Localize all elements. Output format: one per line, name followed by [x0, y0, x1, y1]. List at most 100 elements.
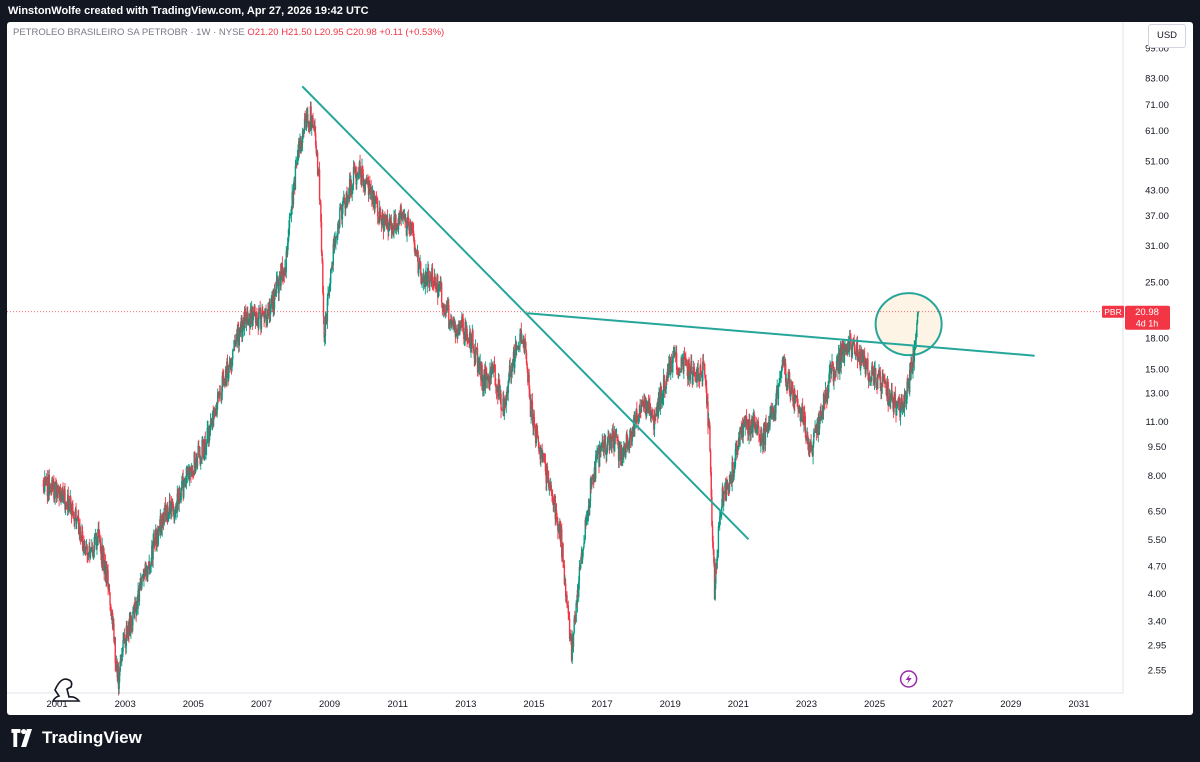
candle-body	[765, 422, 767, 431]
chart-panel[interactable]: 99.00 83.00 71.00 61.00 51.00 43.00 37.00 31.00…	[7, 22, 1193, 715]
candle-body	[704, 375, 707, 381]
candle-body	[684, 354, 686, 358]
candle-body	[150, 564, 152, 567]
candle-body	[894, 394, 897, 409]
candle-body	[204, 439, 207, 454]
candle-body	[459, 324, 461, 334]
candle-body	[463, 338, 466, 340]
candle-body	[467, 339, 470, 342]
candle-body	[860, 349, 863, 361]
candle-body	[472, 330, 474, 347]
candle-body	[718, 525, 720, 527]
candle-body	[697, 367, 699, 382]
candle-body	[259, 308, 261, 314]
candle-body	[758, 427, 760, 435]
candle-body	[890, 393, 892, 402]
candle-body	[74, 518, 76, 521]
y-tick-label: 83.00	[1145, 73, 1169, 84]
candle-body	[134, 602, 137, 609]
candle-body	[275, 280, 278, 295]
candle-body	[879, 371, 882, 389]
price-chart[interactable]: 99.00 83.00 71.00 61.00 51.00 43.00 37.00 31.00…	[7, 22, 1193, 715]
candle-body	[186, 468, 188, 476]
candle-body	[893, 398, 895, 413]
candle-body	[812, 443, 814, 457]
candle-body	[98, 529, 100, 533]
candle-body	[589, 478, 592, 502]
candle-body	[798, 405, 801, 414]
candle-body	[56, 489, 58, 497]
candle-body	[604, 435, 607, 448]
candle-body	[171, 502, 174, 505]
candle-body	[492, 368, 494, 374]
candle-body	[376, 199, 378, 200]
candle-body	[322, 262, 324, 294]
candle-body	[408, 220, 410, 231]
candle-body	[96, 536, 99, 543]
candle-body	[582, 547, 585, 551]
candle-body	[474, 347, 477, 363]
candle-body	[713, 563, 716, 600]
candle-body	[358, 161, 361, 175]
candle-body	[892, 400, 894, 402]
candle-body	[79, 534, 82, 538]
candle-body	[896, 401, 899, 409]
candle-body	[303, 118, 306, 132]
candle-body	[185, 468, 188, 485]
candle-body	[153, 537, 156, 544]
candle-body	[344, 207, 347, 209]
candle-body	[205, 447, 207, 454]
candle-body	[858, 352, 861, 359]
candle-body	[533, 417, 536, 425]
brand-name: TradingView	[42, 728, 142, 747]
candle-body	[536, 430, 538, 432]
candle-body	[503, 401, 506, 416]
candle-body	[265, 308, 267, 321]
candle-body	[640, 399, 643, 413]
candle-body	[600, 443, 603, 450]
candle-body	[454, 323, 457, 337]
candle-body	[614, 431, 616, 436]
candle-body	[702, 361, 704, 381]
candle-body	[720, 511, 722, 517]
candle-body	[694, 371, 696, 374]
candle-body	[775, 398, 777, 414]
tradingview-brand[interactable]: TradingView	[10, 728, 142, 748]
candle-body	[226, 361, 229, 368]
candle-body	[562, 543, 564, 562]
candle-body	[241, 317, 243, 338]
y-tick-label: 4.00	[1148, 589, 1167, 600]
candle-body	[685, 359, 688, 362]
y-tick-label: 2.95	[1148, 641, 1167, 652]
candle-body	[336, 236, 338, 238]
candle-body	[353, 166, 355, 169]
x-tick-label: 2011	[387, 699, 407, 710]
candle-body	[628, 436, 631, 449]
candle-body	[719, 516, 721, 526]
candle-body	[83, 541, 85, 550]
candle-body	[431, 267, 434, 283]
candle-body	[880, 385, 883, 392]
candle-body	[304, 118, 306, 120]
candle-body	[595, 455, 597, 479]
candle-body	[161, 514, 163, 529]
candle-body	[820, 417, 823, 419]
candle-body	[553, 502, 555, 505]
candle-body	[563, 565, 566, 584]
candle-body	[828, 380, 830, 393]
candle-body	[147, 565, 149, 577]
candle-body	[714, 583, 716, 600]
candle-body	[288, 228, 290, 237]
candle-body	[126, 626, 128, 631]
candle-body	[130, 619, 132, 634]
candle-body	[359, 161, 361, 169]
candle-body	[50, 490, 52, 492]
currency-button[interactable]: USD	[1148, 24, 1186, 48]
candle-body	[544, 457, 546, 462]
candle-body	[297, 152, 299, 158]
y-tick-label: 11.00	[1145, 417, 1168, 428]
candle-body	[260, 314, 263, 330]
x-tick-label: 2009	[319, 699, 340, 710]
candle-body	[914, 339, 917, 344]
candle-body	[551, 493, 554, 498]
